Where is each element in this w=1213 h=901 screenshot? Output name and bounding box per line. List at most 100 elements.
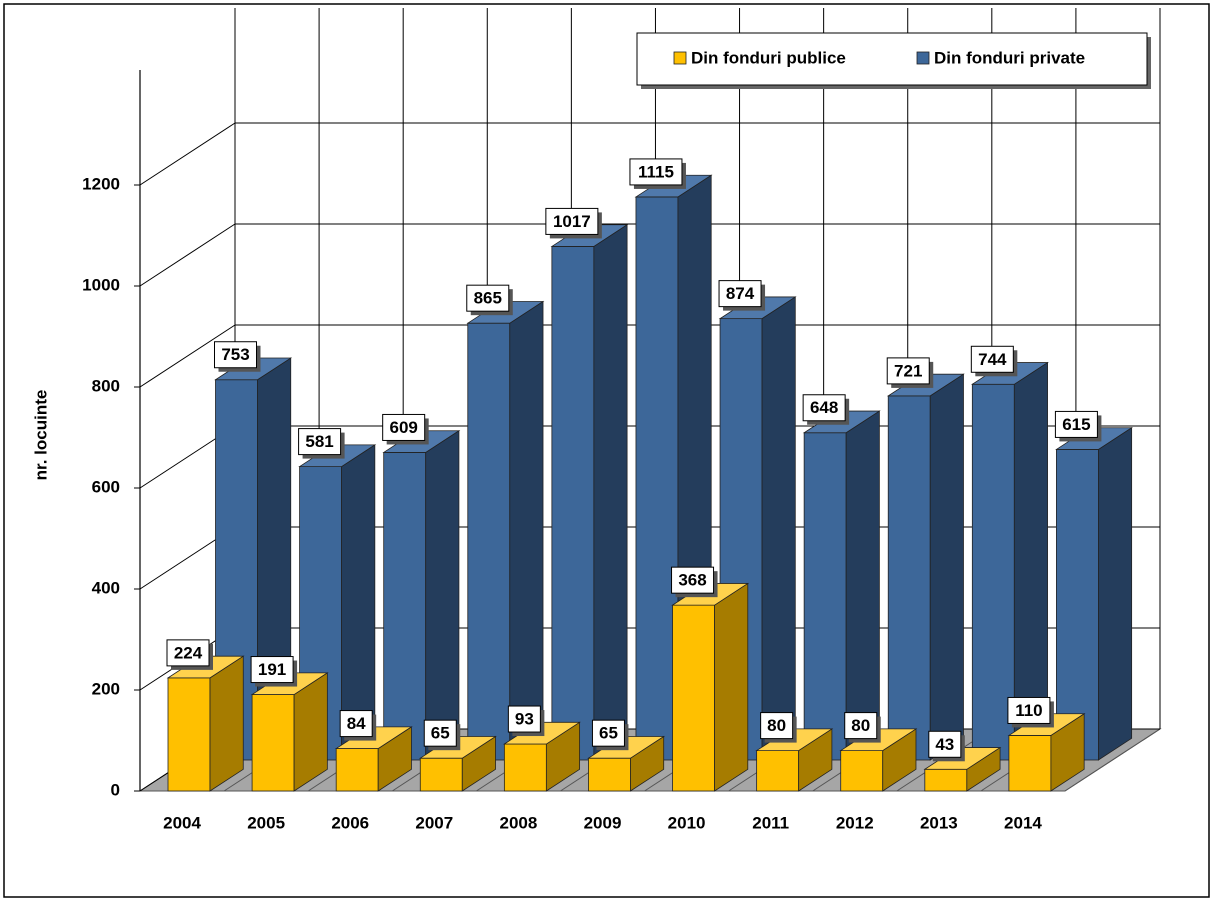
bar-side [845,410,880,761]
x-tick-label: 2007 [415,813,453,832]
x-tick-label: 2006 [331,813,369,832]
bar [970,361,1049,761]
data-label: 191 [258,660,286,679]
bar [466,300,545,761]
data-label: 80 [767,716,786,735]
x-tick-label: 2012 [836,813,874,832]
data-label: 84 [347,714,366,733]
data-label: 648 [810,398,838,417]
data-label: 80 [851,716,870,735]
bar [1055,426,1134,761]
label-box [760,712,794,740]
legend-swatch [673,51,687,65]
label-box [718,280,762,308]
data-label: 110 [1015,701,1042,720]
label-box [166,639,210,667]
bar [166,655,245,792]
data-label: 224 [174,643,203,662]
label-box [339,710,373,738]
label-box [382,413,426,441]
bar-side [425,430,460,761]
bar-side [929,373,964,761]
bar-front [551,246,595,761]
legend-label: Din fonduri publice [691,48,846,67]
bar [839,728,918,792]
y-tick-label: 1000 [82,275,120,294]
data-label: 615 [1062,415,1090,434]
label-box [671,566,715,594]
bar-front [419,757,463,792]
label-box [466,284,510,312]
label-box [928,730,962,758]
y-axis-title: nr. locuinte [31,390,50,481]
bar-front [672,604,715,792]
y-tick-label: 800 [92,376,120,395]
data-label: 744 [978,350,1007,369]
y-tick-label: 600 [92,477,120,496]
data-label: 581 [305,432,333,451]
label-box [844,712,878,740]
x-tick-label: 2004 [163,813,201,832]
bar [671,582,750,792]
label-box [1007,696,1051,724]
grid-side [139,223,236,287]
label-box [886,357,930,385]
bar [382,430,461,761]
bar-front [803,432,847,761]
bar-front [840,750,884,792]
bar-front [335,748,379,792]
bar-front [467,322,511,761]
data-label: 609 [389,418,417,437]
bar-front [924,768,968,792]
bar-side [1098,426,1133,761]
y-tick-label: 0 [111,780,120,799]
bar-front [383,452,427,761]
bar [587,735,666,792]
bar-side [509,300,544,761]
bar-front [971,383,1015,761]
label-box [507,705,541,733]
bar-front [167,677,211,792]
y-tick-label: 1200 [82,174,120,193]
y-tick-label: 400 [92,578,120,597]
bar [503,721,581,792]
bar-front [588,757,631,792]
x-tick-label: 2008 [499,813,537,832]
label-box [802,394,846,422]
data-label: 93 [515,710,534,729]
label-box [591,719,625,747]
x-tick-label: 2005 [247,813,285,832]
bar-front [887,395,931,761]
x-tick-label: 2010 [668,813,706,832]
bar-front [251,694,295,792]
legend-label: Din fonduri private [934,48,1085,67]
bar-front [635,196,679,761]
data-label: 1115 [638,162,674,181]
grid-side [139,122,236,186]
bar-front [1056,449,1099,761]
bar-front [756,750,800,792]
bar-front [1008,735,1052,792]
grid-side [139,324,236,388]
floor-line [1064,728,1161,792]
data-label: 43 [935,735,954,754]
grid-line [139,122,1160,186]
data-label: 753 [221,345,249,364]
bar-side [714,582,749,792]
bar-side [593,223,628,761]
label-box [970,345,1014,373]
data-label: 721 [894,361,922,380]
x-tick-label: 2014 [1004,813,1042,832]
legend-swatch [916,51,930,65]
x-tick-label: 2013 [920,813,958,832]
y-tick-label: 200 [92,679,120,698]
bar [886,373,965,761]
bar [550,223,629,761]
data-label: 1017 [553,212,591,231]
data-label: 865 [474,289,502,308]
label-box [298,428,342,456]
bar-side [209,655,244,792]
label-box [1054,410,1098,438]
legend [636,32,1148,86]
